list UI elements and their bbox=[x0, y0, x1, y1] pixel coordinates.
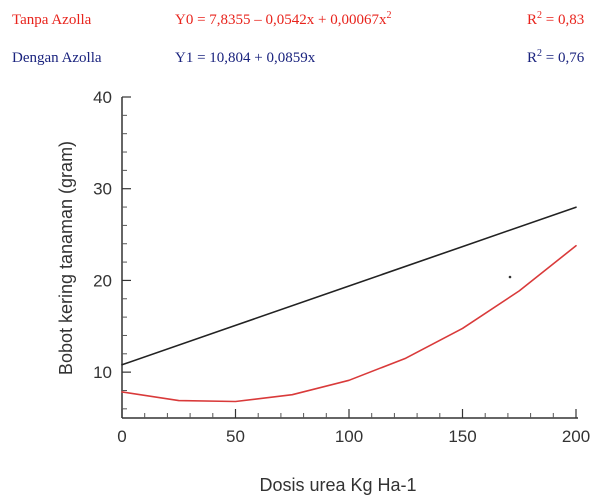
x-tick-label: 150 bbox=[448, 427, 476, 446]
series-line-tanpa-azolla bbox=[121, 244, 577, 403]
minor-ticks bbox=[122, 114, 554, 418]
x-tick-label: 100 bbox=[335, 427, 363, 446]
x-tick-label: 200 bbox=[562, 427, 590, 446]
equation-header: Tanpa Azolla Y0 = 7,8355 – 0,0542x + 0,0… bbox=[12, 10, 585, 66]
series bbox=[121, 206, 577, 403]
equation-formula-dengan: Y1 = 10,804 + 0,0859x bbox=[175, 50, 316, 66]
y-tick-label: 10 bbox=[93, 363, 112, 382]
equation-formula-tanpa: Y0 = 7,8355 – 0,0542x + 0,00067x2 bbox=[175, 10, 392, 28]
equation-label-dengan: Dengan Azolla bbox=[12, 50, 102, 66]
ticks: 10 20 30 40 0 50 100 150 200 bbox=[93, 88, 590, 446]
x-tick-label: 0 bbox=[117, 427, 126, 446]
equation-label-tanpa: Tanpa Azolla bbox=[12, 12, 92, 28]
y-tick-label: 20 bbox=[93, 271, 112, 290]
axes bbox=[121, 97, 578, 419]
y-tick-label: 30 bbox=[93, 180, 112, 199]
series-line-dengan-azolla bbox=[121, 206, 577, 366]
stray-dot bbox=[508, 275, 512, 279]
y-tick-label: 40 bbox=[93, 88, 112, 107]
equation-r2-dengan: R2 = 0,76 bbox=[527, 48, 585, 66]
equation-r2-tanpa: R2 = 0,83 bbox=[527, 10, 584, 28]
x-tick-label: 50 bbox=[226, 427, 245, 446]
x-axis-title: Dosis urea Kg Ha-1 bbox=[259, 475, 416, 495]
y-axis-title: Bobot kering tanaman (gram) bbox=[56, 141, 76, 375]
